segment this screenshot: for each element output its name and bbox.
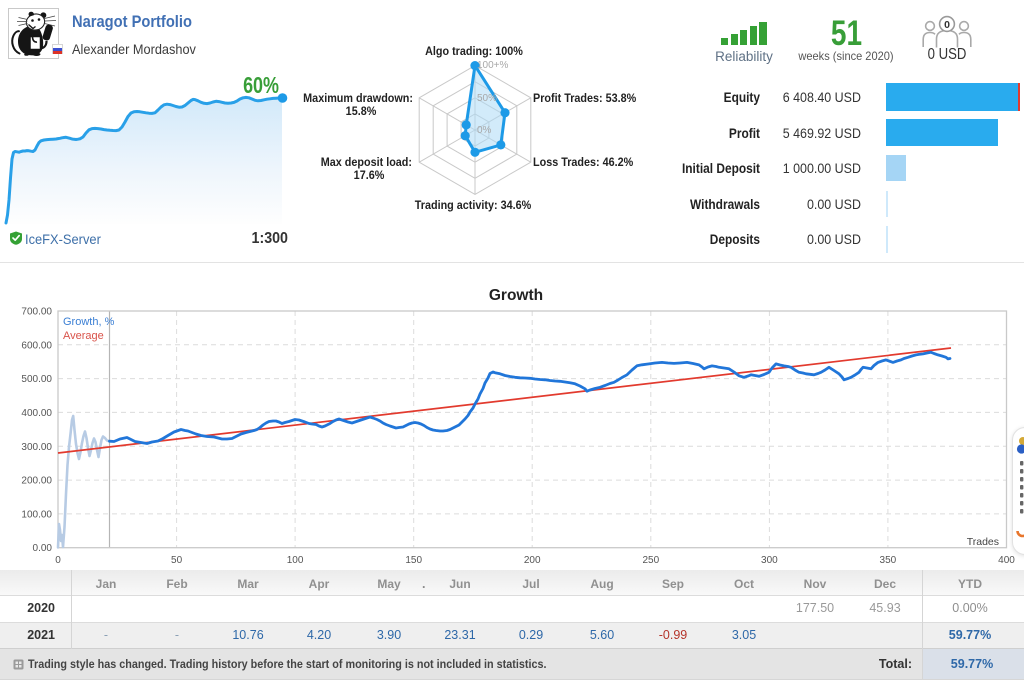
svg-text:Average: Average [63, 330, 104, 342]
svg-text:0: 0 [944, 19, 950, 31]
svg-text:400.00: 400.00 [21, 408, 52, 419]
svg-text:250: 250 [642, 555, 659, 566]
svg-text:200.00: 200.00 [21, 476, 52, 487]
svg-text:700.00: 700.00 [21, 307, 52, 318]
svg-text:Growth, %: Growth, % [63, 316, 115, 328]
svg-text:300.00: 300.00 [21, 442, 52, 453]
svg-text:200: 200 [524, 555, 541, 566]
svg-text:500.00: 500.00 [21, 374, 52, 385]
svg-text:600.00: 600.00 [21, 340, 52, 351]
svg-text:0: 0 [55, 555, 61, 566]
svg-text:Trades: Trades [967, 536, 999, 548]
svg-text:400: 400 [998, 555, 1015, 566]
svg-text:100.00: 100.00 [21, 509, 52, 520]
svg-text:150: 150 [405, 555, 422, 566]
svg-text:0.00: 0.00 [33, 543, 53, 554]
svg-text:350: 350 [880, 555, 897, 566]
svg-text:100: 100 [287, 555, 304, 566]
svg-text:50: 50 [171, 555, 183, 566]
svg-text:300: 300 [761, 555, 778, 566]
